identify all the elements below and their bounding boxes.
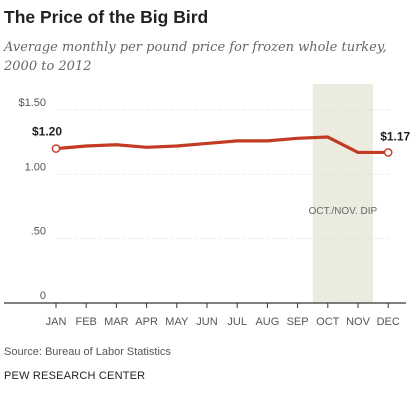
y-tick-label: 0 [40, 290, 46, 302]
highlight-band [312, 84, 373, 303]
price-line [54, 135, 390, 155]
x-tick-label: APR [135, 316, 158, 328]
x-tick-label: MAR [104, 316, 129, 328]
y-tick-label: .50 [31, 226, 46, 238]
start-value-label: $1.20 [32, 125, 62, 139]
chart-title: The Price of the Big Bird [4, 7, 209, 27]
x-tick-label: OCT [316, 316, 340, 328]
highlight-band-label: OCT./NOV. DIP [309, 206, 378, 217]
source-note: Source: Bureau of Labor Statistics [4, 346, 171, 358]
end-point-marker [383, 148, 393, 157]
x-tick-label: JAN [46, 316, 67, 328]
x-tick-label: NOV [346, 316, 371, 328]
x-tick-label: FEB [75, 316, 96, 328]
credit-line: PEW RESEARCH CENTER [4, 370, 146, 382]
x-tick-label: MAY [165, 316, 189, 328]
y-tick-label: 1.00 [25, 161, 46, 173]
x-tick-label: DEC [377, 316, 400, 328]
x-tick-label: JUL [227, 316, 247, 328]
x-tick-label: SEP [287, 316, 309, 328]
end-value-label: $1.17 [380, 129, 410, 143]
x-tick-label: AUG [255, 316, 279, 328]
x-tick-label: JUN [196, 316, 217, 328]
chart-subtitle: Average monthly per pound price for froz… [4, 40, 387, 74]
y-tick-label: $1.50 [18, 97, 46, 109]
start-point-marker [51, 144, 61, 153]
